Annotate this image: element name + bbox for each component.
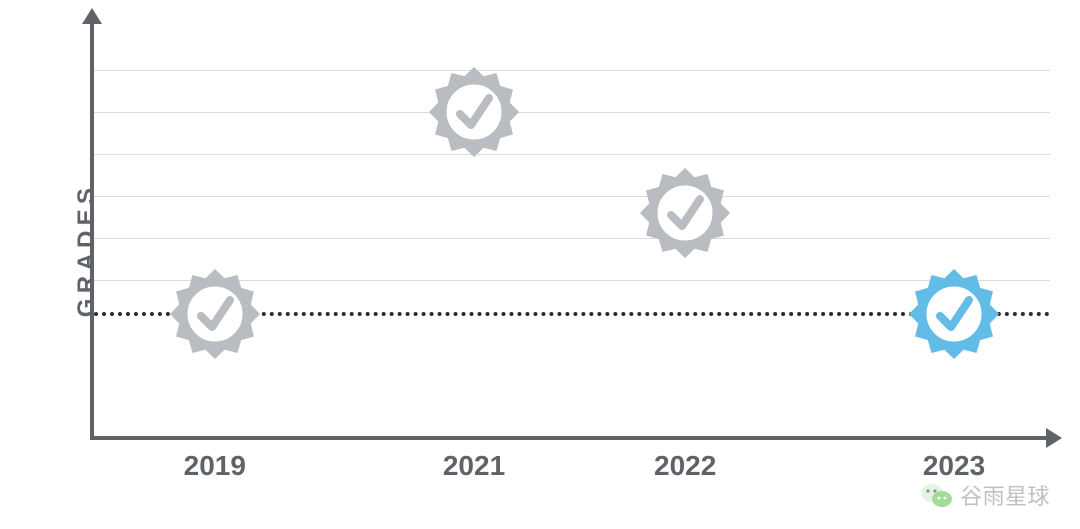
x-tick-label: 2021 (443, 450, 505, 482)
data-point (638, 166, 732, 260)
plot-area: 2019202120222023 (90, 20, 1050, 440)
data-point (427, 65, 521, 159)
gridline (94, 154, 1050, 155)
grades-chart: GRADES 2019202120222023 (80, 20, 1060, 480)
data-point (168, 267, 262, 361)
wechat-icon (920, 481, 954, 509)
x-tick-label: 2023 (923, 450, 985, 482)
x-axis (90, 436, 1048, 440)
x-tick-label: 2019 (184, 450, 246, 482)
gridline (94, 70, 1050, 71)
watermark-text: 谷雨星球 (960, 479, 1050, 511)
watermark: 谷雨星球 (920, 479, 1050, 511)
gridline (94, 112, 1050, 113)
y-axis-arrow-icon (82, 8, 102, 24)
y-axis (90, 20, 94, 438)
data-point-highlight (907, 267, 1001, 361)
x-tick-label: 2022 (654, 450, 716, 482)
gridline (94, 238, 1050, 239)
x-axis-arrow-icon (1046, 428, 1062, 448)
gridline (94, 196, 1050, 197)
